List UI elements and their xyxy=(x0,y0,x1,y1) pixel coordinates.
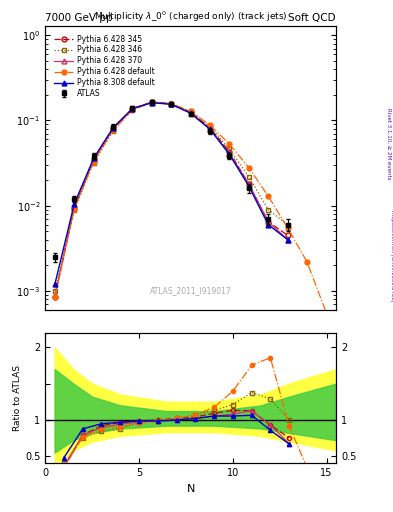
Pythia 6.428 370 xyxy=(208,126,212,132)
Pythia 6.428 345 xyxy=(91,156,96,162)
Pythia 8.308 default xyxy=(208,126,212,132)
Pythia 6.428 370 xyxy=(246,181,251,187)
Text: mcplots.cern.ch [arXiv:1306.3436]: mcplots.cern.ch [arXiv:1306.3436] xyxy=(390,210,393,302)
Pythia 6.428 345 xyxy=(246,181,251,187)
Pythia 6.428 default xyxy=(149,99,154,105)
Pythia 6.428 370 xyxy=(227,151,232,157)
Pythia 6.428 370 xyxy=(111,125,116,132)
Pythia 8.308 default xyxy=(227,152,232,158)
Pythia 6.428 default xyxy=(285,225,290,231)
Pythia 6.428 345 xyxy=(53,294,57,300)
Pythia 6.428 370 xyxy=(149,99,154,105)
Line: Pythia 6.428 345: Pythia 6.428 345 xyxy=(52,99,290,300)
Pythia 6.428 346 xyxy=(111,128,116,134)
Pythia 6.428 345 xyxy=(227,148,232,155)
Pythia 6.428 370 xyxy=(188,110,193,116)
Line: Pythia 8.308 default: Pythia 8.308 default xyxy=(52,100,290,287)
Pythia 6.428 346 xyxy=(72,206,77,212)
Pythia 6.428 default xyxy=(53,294,57,300)
Pythia 6.428 346 xyxy=(130,106,135,113)
Pythia 6.428 370 xyxy=(266,219,270,225)
Text: ATLAS_2011_I919017: ATLAS_2011_I919017 xyxy=(150,287,231,295)
Pythia 6.428 346 xyxy=(149,99,154,105)
Pythia 6.428 370 xyxy=(91,157,96,163)
Pythia 8.308 default xyxy=(53,281,57,287)
Pythia 6.428 370 xyxy=(169,101,174,108)
Pythia 6.428 default xyxy=(72,206,77,212)
Pythia 8.308 default xyxy=(91,155,96,161)
Pythia 6.428 346 xyxy=(91,160,96,166)
Pythia 6.428 370 xyxy=(285,237,290,243)
Pythia 6.428 345 xyxy=(188,109,193,115)
Pythia 8.308 default xyxy=(285,237,290,243)
Pythia 6.428 346 xyxy=(266,206,270,212)
Pythia 6.428 default xyxy=(246,164,251,170)
Pythia 6.428 370 xyxy=(72,204,77,210)
Legend: Pythia 6.428 345, Pythia 6.428 346, Pythia 6.428 370, Pythia 6.428 default, Pyth: Pythia 6.428 345, Pythia 6.428 346, Pyth… xyxy=(52,32,157,100)
Pythia 6.428 345 xyxy=(169,100,174,106)
Pythia 8.308 default xyxy=(72,201,77,207)
Pythia 6.428 default xyxy=(130,107,135,113)
Pythia 6.428 345 xyxy=(285,232,290,238)
Pythia 6.428 345 xyxy=(130,105,135,112)
Pythia 8.308 default xyxy=(149,99,154,105)
Line: Pythia 6.428 370: Pythia 6.428 370 xyxy=(52,100,290,297)
Pythia 6.428 346 xyxy=(246,174,251,180)
Pythia 8.308 default xyxy=(266,222,270,228)
Pythia 6.428 370 xyxy=(130,106,135,112)
Pythia 6.428 default xyxy=(324,310,329,316)
Pythia 6.428 370 xyxy=(53,292,57,298)
X-axis label: N: N xyxy=(186,484,195,494)
Pythia 8.308 default xyxy=(188,110,193,116)
Pythia 6.428 346 xyxy=(227,146,232,152)
Pythia 8.308 default xyxy=(111,125,116,131)
Pythia 6.428 default xyxy=(305,259,309,265)
Y-axis label: Ratio to ATLAS: Ratio to ATLAS xyxy=(13,365,22,431)
Text: Soft QCD: Soft QCD xyxy=(288,13,336,23)
Pythia 6.428 346 xyxy=(208,123,212,130)
Pythia 6.428 345 xyxy=(208,125,212,131)
Pythia 6.428 345 xyxy=(149,99,154,105)
Pythia 6.428 346 xyxy=(188,108,193,114)
Pythia 6.428 346 xyxy=(53,288,57,294)
Text: Rivet 3.1.10, ≥ 2M events: Rivet 3.1.10, ≥ 2M events xyxy=(386,108,391,179)
Line: Pythia 6.428 346: Pythia 6.428 346 xyxy=(52,100,290,293)
Pythia 6.428 default xyxy=(91,158,96,164)
Text: 7000 GeV pp: 7000 GeV pp xyxy=(45,13,113,23)
Pythia 6.428 346 xyxy=(169,100,174,106)
Pythia 6.428 default xyxy=(208,122,212,129)
Pythia 6.428 default xyxy=(169,100,174,106)
Pythia 6.428 default xyxy=(227,141,232,147)
Pythia 6.428 default xyxy=(266,193,270,199)
Pythia 6.428 default xyxy=(111,127,116,133)
Pythia 6.428 346 xyxy=(285,222,290,228)
Pythia 6.428 default xyxy=(188,108,193,114)
Pythia 8.308 default xyxy=(169,101,174,108)
Pythia 8.308 default xyxy=(246,183,251,189)
Title: Multiplicity $\lambda\_0^0$ (charged only) (track jets): Multiplicity $\lambda\_0^0$ (charged onl… xyxy=(94,10,287,24)
Pythia 6.428 345 xyxy=(266,219,270,225)
Line: Pythia 6.428 default: Pythia 6.428 default xyxy=(52,100,329,315)
Pythia 6.428 345 xyxy=(72,204,77,210)
Pythia 8.308 default xyxy=(130,105,135,112)
Pythia 6.428 345 xyxy=(111,125,116,131)
